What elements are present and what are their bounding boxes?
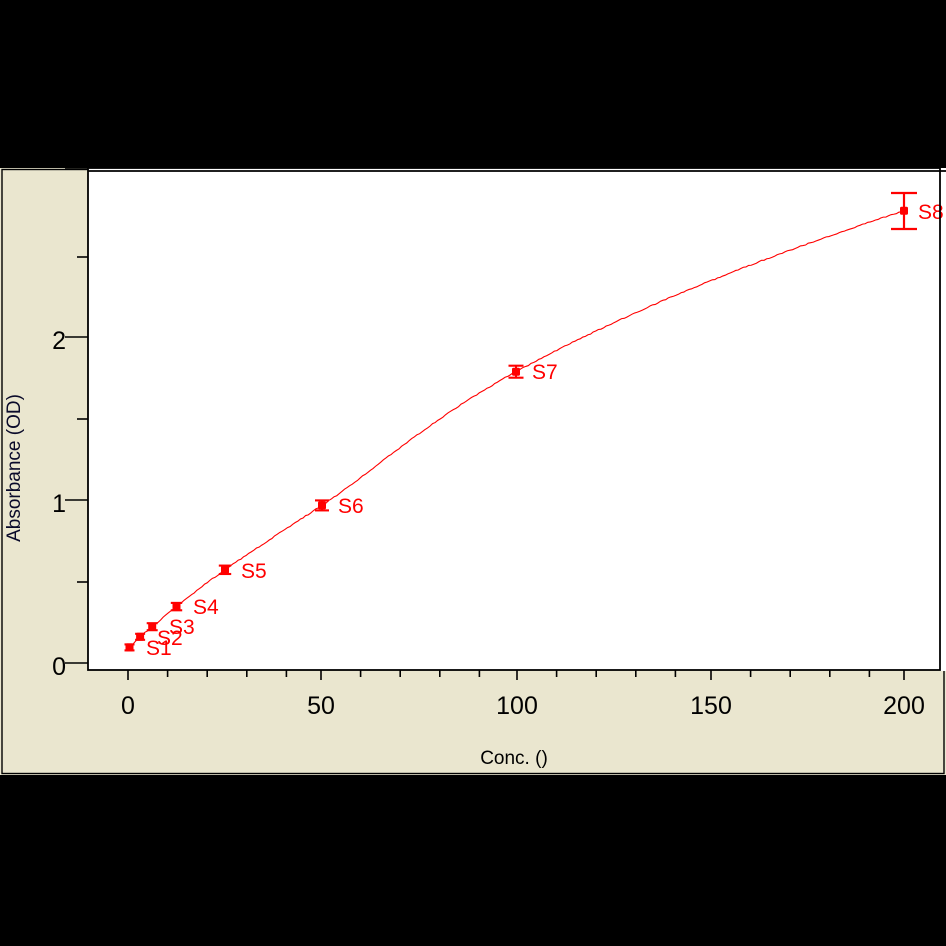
svg-text:1: 1 xyxy=(52,490,66,518)
svg-text:50: 50 xyxy=(307,692,335,720)
svg-text:2: 2 xyxy=(52,327,66,355)
svg-text:S6: S6 xyxy=(338,495,364,518)
svg-text:150: 150 xyxy=(690,692,732,720)
svg-text:200: 200 xyxy=(883,692,925,720)
svg-text:0: 0 xyxy=(121,692,135,720)
svg-text:S5: S5 xyxy=(241,560,267,583)
svg-text:S4: S4 xyxy=(193,596,219,619)
svg-text:Absorbance (OD): Absorbance (OD) xyxy=(4,394,25,542)
svg-text:100: 100 xyxy=(496,692,538,720)
svg-text:0: 0 xyxy=(52,653,66,681)
svg-text:S7: S7 xyxy=(532,361,558,384)
svg-text:S3: S3 xyxy=(169,616,195,639)
svg-text:Conc. (): Conc. () xyxy=(480,748,548,769)
